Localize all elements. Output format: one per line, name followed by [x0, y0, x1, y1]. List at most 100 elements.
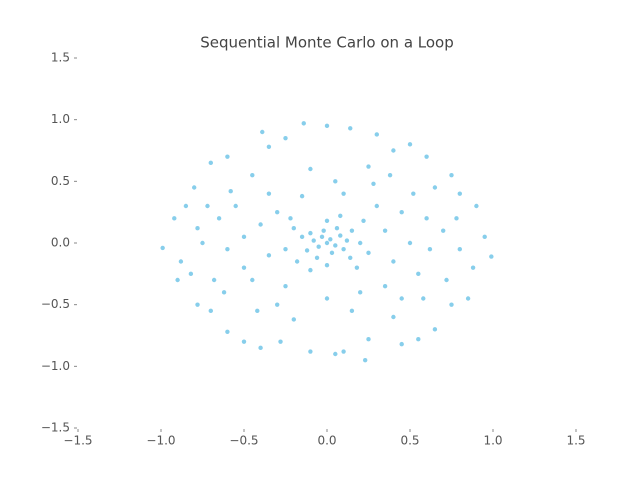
point — [321, 228, 326, 233]
point — [371, 181, 376, 186]
point — [266, 253, 272, 258]
point — [432, 185, 438, 190]
point — [175, 277, 180, 283]
point — [416, 337, 421, 342]
point — [314, 255, 320, 260]
point — [178, 259, 184, 264]
point — [319, 234, 325, 240]
point — [457, 246, 462, 252]
point — [192, 185, 197, 190]
point — [366, 337, 371, 342]
point — [387, 172, 393, 178]
point — [205, 203, 210, 209]
x-tick-label: −1.5 — [63, 434, 92, 448]
y-tick-label: 0.5 — [51, 174, 70, 188]
point — [349, 308, 355, 314]
point — [391, 148, 396, 153]
y-tick-label: 1.0 — [51, 112, 70, 126]
point — [324, 218, 330, 223]
point — [324, 263, 330, 268]
point — [250, 277, 255, 283]
point — [341, 349, 346, 354]
point — [275, 209, 280, 215]
point — [427, 246, 433, 252]
point — [411, 191, 416, 196]
point — [308, 230, 313, 236]
point — [449, 172, 454, 178]
point — [283, 135, 288, 141]
point — [188, 271, 194, 277]
point — [299, 234, 305, 240]
point — [333, 351, 338, 357]
point — [382, 283, 388, 289]
point — [160, 245, 165, 251]
point — [250, 172, 255, 178]
point — [382, 228, 388, 233]
x-tick-label: −1.0 — [146, 434, 175, 448]
point — [228, 189, 233, 194]
point — [208, 160, 213, 166]
point — [225, 246, 230, 252]
point — [338, 213, 343, 219]
point — [341, 246, 346, 252]
point — [308, 166, 313, 172]
point — [258, 345, 263, 351]
point — [465, 296, 471, 301]
point — [241, 234, 247, 240]
x-tick-label: 0.5 — [400, 434, 419, 448]
point — [454, 216, 459, 221]
point — [354, 265, 360, 270]
point — [328, 237, 333, 242]
point — [288, 216, 293, 221]
point — [221, 290, 227, 295]
point — [172, 216, 177, 221]
point — [266, 144, 272, 149]
point — [399, 341, 404, 347]
point — [291, 317, 296, 322]
point — [216, 216, 222, 221]
point — [211, 277, 217, 283]
x-tick-label: −0.5 — [229, 434, 258, 448]
x-tick-label: 1.5 — [566, 434, 585, 448]
point — [366, 250, 371, 256]
point — [489, 254, 494, 259]
point — [225, 154, 230, 159]
y-tick-label: 1.5 — [51, 51, 70, 65]
point — [358, 240, 363, 246]
point — [349, 228, 355, 233]
y-tick-label: −0.5 — [41, 297, 70, 311]
point — [432, 327, 438, 332]
point — [358, 290, 363, 295]
point — [304, 248, 310, 253]
point — [399, 209, 404, 215]
point — [183, 203, 189, 209]
point — [391, 314, 396, 320]
point — [348, 126, 353, 131]
point — [266, 191, 272, 196]
point — [255, 308, 260, 314]
point — [258, 222, 263, 227]
point — [374, 203, 379, 209]
point — [344, 238, 350, 243]
point — [241, 339, 247, 344]
point — [195, 226, 200, 231]
chart-title: Sequential Monte Carlo on a Loop — [200, 34, 454, 52]
point — [441, 228, 446, 233]
point — [324, 240, 330, 246]
point — [362, 357, 368, 363]
point — [324, 296, 330, 301]
x-tick-label: 0.0 — [317, 434, 336, 448]
point — [200, 240, 205, 246]
point — [407, 142, 413, 147]
point — [407, 240, 413, 246]
point — [334, 226, 340, 231]
x-tick-label: 1.0 — [483, 434, 502, 448]
point — [208, 308, 213, 314]
point — [308, 267, 313, 273]
point — [225, 329, 230, 334]
point — [301, 121, 306, 126]
point — [457, 191, 462, 196]
y-tick-label: 0.0 — [51, 236, 70, 250]
point — [316, 244, 321, 249]
